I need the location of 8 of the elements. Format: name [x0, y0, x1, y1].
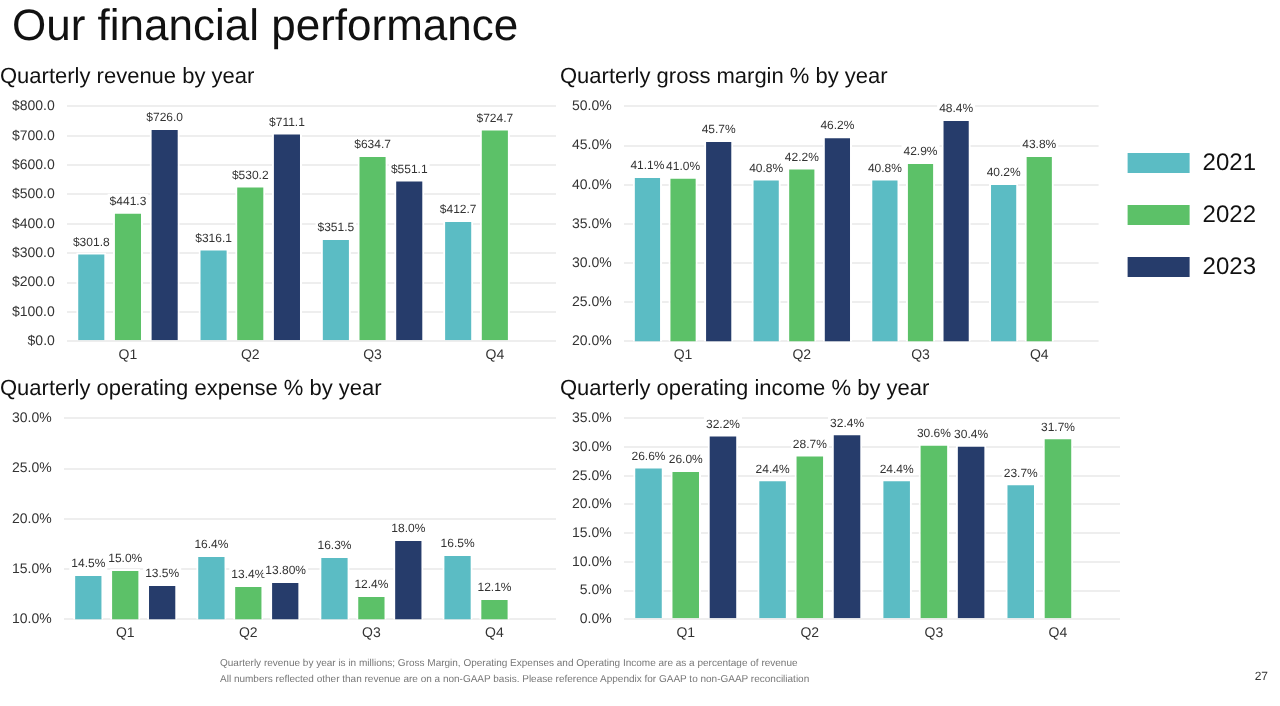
chart-title: Quarterly operating income % by year — [560, 377, 930, 402]
chart-title: Quarterly operating expense % by year — [0, 377, 383, 402]
legend-label: 2023 — [1202, 251, 1257, 280]
text: Our financial performance — [12, 0, 519, 52]
chart-title: Quarterly gross margin % by year — [560, 65, 889, 90]
legend-label: 2021 — [1202, 147, 1257, 176]
legend-label: 2022 — [1202, 199, 1257, 228]
chart-title: Quarterly revenue by year — [0, 65, 256, 90]
